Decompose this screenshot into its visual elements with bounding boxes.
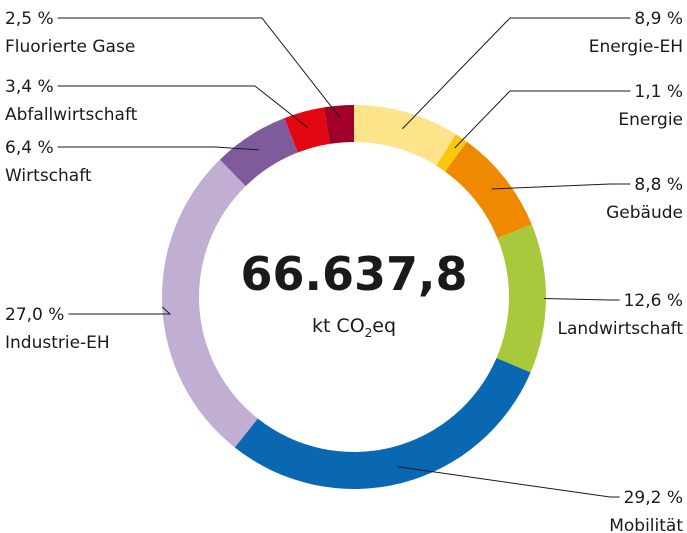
leader-line (396, 466, 620, 498)
category-label: Abfallwirtschaft (5, 105, 138, 125)
leader-line (57, 17, 341, 118)
leader-line (57, 146, 260, 151)
value-label: 8,8 % (634, 175, 683, 195)
category-label: Landwirtschaft (558, 319, 684, 339)
unit-part: kt CO (312, 315, 365, 337)
value-label: 1,1 % (634, 82, 683, 102)
center-value: 66.637,8 (241, 247, 468, 301)
leader-line (491, 183, 631, 190)
leader-line (68, 306, 172, 315)
value-label: 3,4 % (5, 77, 54, 97)
donut-segment (161, 159, 258, 448)
leader-line (454, 90, 631, 149)
donut-segment (234, 357, 531, 489)
category-label: Wirtschaft (5, 166, 92, 186)
unit-part: eq (372, 315, 396, 337)
donut-segment (323, 105, 354, 144)
category-label: Fluorierte Gase (5, 37, 135, 57)
value-label: 27,0 % (5, 305, 64, 325)
value-label: 8,9 % (634, 9, 683, 29)
donut-segment (354, 105, 456, 166)
leader-line (57, 85, 309, 129)
value-label: 12,6 % (624, 291, 683, 311)
value-label: 2,5 % (5, 9, 54, 29)
value-label: 29,2 % (624, 488, 683, 508)
category-label: Mobilität (609, 516, 683, 533)
category-label: Energie (618, 110, 683, 130)
donut-segment (445, 141, 532, 239)
unit-sub: 2 (365, 326, 373, 340)
donut-segment (496, 224, 547, 373)
value-label: 6,4 % (5, 138, 54, 158)
donut-segment (219, 118, 298, 187)
leader-line (401, 17, 631, 130)
center-unit: kt CO2eq (312, 315, 396, 340)
category-label: Energie-EH (589, 37, 683, 57)
category-label: Gebäude (606, 203, 683, 223)
category-label: Industrie-EH (5, 333, 110, 353)
leader-line (543, 297, 620, 301)
